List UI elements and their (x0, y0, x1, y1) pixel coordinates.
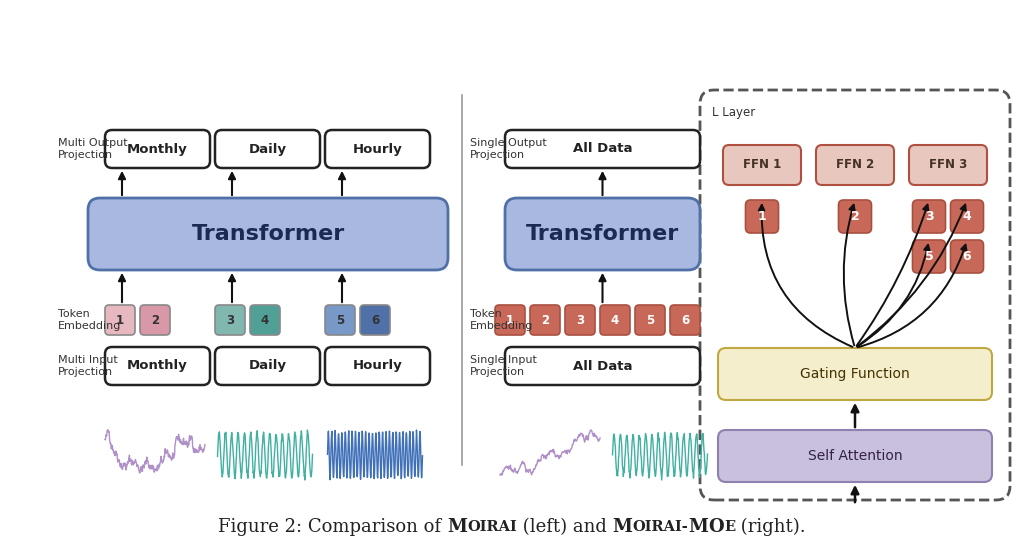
Text: 5: 5 (336, 314, 344, 326)
Text: Transformer: Transformer (191, 224, 345, 244)
FancyBboxPatch shape (718, 348, 992, 400)
Text: FFN 1: FFN 1 (742, 159, 781, 171)
Text: 5: 5 (925, 250, 933, 263)
Text: FFN 3: FFN 3 (929, 159, 967, 171)
Text: Single Output
Projection: Single Output Projection (470, 138, 547, 160)
Text: Daily: Daily (249, 143, 287, 155)
FancyBboxPatch shape (723, 145, 801, 185)
FancyBboxPatch shape (505, 347, 700, 385)
Text: Multi Input
Projection: Multi Input Projection (58, 355, 118, 377)
FancyBboxPatch shape (718, 430, 992, 482)
FancyBboxPatch shape (912, 200, 945, 233)
FancyBboxPatch shape (105, 347, 210, 385)
Text: E: E (724, 520, 735, 534)
Text: (left) and: (left) and (517, 518, 612, 536)
FancyBboxPatch shape (600, 305, 630, 335)
FancyBboxPatch shape (215, 347, 319, 385)
FancyBboxPatch shape (909, 145, 987, 185)
FancyBboxPatch shape (215, 130, 319, 168)
Text: OIRAI: OIRAI (467, 520, 517, 534)
FancyBboxPatch shape (950, 200, 983, 233)
Text: M: M (688, 518, 709, 536)
Text: 3: 3 (575, 314, 584, 326)
FancyBboxPatch shape (495, 305, 525, 335)
FancyBboxPatch shape (105, 130, 210, 168)
FancyBboxPatch shape (505, 198, 700, 270)
Text: 4: 4 (963, 210, 972, 223)
Text: 4: 4 (261, 314, 269, 326)
FancyBboxPatch shape (839, 200, 871, 233)
FancyBboxPatch shape (670, 305, 700, 335)
FancyBboxPatch shape (745, 200, 778, 233)
FancyBboxPatch shape (250, 305, 280, 335)
Text: All Data: All Data (572, 143, 632, 155)
Text: Self Attention: Self Attention (808, 449, 902, 463)
FancyBboxPatch shape (360, 305, 390, 335)
Text: 1: 1 (506, 314, 514, 326)
Text: All Data: All Data (572, 360, 632, 372)
FancyBboxPatch shape (325, 347, 430, 385)
Text: Hourly: Hourly (352, 143, 402, 155)
Text: 1: 1 (758, 210, 766, 223)
Text: 6: 6 (681, 314, 689, 326)
Text: M: M (447, 518, 467, 536)
Text: (right).: (right). (735, 518, 806, 536)
Text: 2: 2 (851, 210, 859, 223)
FancyBboxPatch shape (105, 305, 135, 335)
Text: 6: 6 (371, 314, 379, 326)
FancyBboxPatch shape (565, 305, 595, 335)
Text: 5: 5 (646, 314, 654, 326)
Text: O: O (709, 518, 724, 536)
Text: Figure 2: Comparison of: Figure 2: Comparison of (218, 518, 447, 536)
FancyBboxPatch shape (950, 240, 983, 273)
Text: FFN 2: FFN 2 (836, 159, 874, 171)
Text: 4: 4 (611, 314, 620, 326)
Text: 6: 6 (963, 250, 972, 263)
Text: Token
Embedding: Token Embedding (58, 309, 122, 331)
Text: OIRAI-: OIRAI- (633, 520, 688, 534)
Text: 2: 2 (151, 314, 159, 326)
Text: M: M (612, 518, 633, 536)
FancyBboxPatch shape (912, 240, 945, 273)
Text: 3: 3 (925, 210, 933, 223)
Text: Hourly: Hourly (352, 360, 402, 372)
FancyBboxPatch shape (816, 145, 894, 185)
FancyBboxPatch shape (325, 130, 430, 168)
Text: Gating Function: Gating Function (800, 367, 910, 381)
FancyBboxPatch shape (505, 130, 700, 168)
FancyBboxPatch shape (530, 305, 560, 335)
FancyBboxPatch shape (140, 305, 170, 335)
Text: 1: 1 (116, 314, 124, 326)
Text: Multi Output
Projection: Multi Output Projection (58, 138, 128, 160)
Text: Monthly: Monthly (127, 143, 187, 155)
FancyBboxPatch shape (325, 305, 355, 335)
Text: Monthly: Monthly (127, 360, 187, 372)
Text: L Layer: L Layer (712, 106, 756, 119)
FancyBboxPatch shape (88, 198, 449, 270)
FancyBboxPatch shape (215, 305, 245, 335)
Text: Transformer: Transformer (526, 224, 679, 244)
Text: Daily: Daily (249, 360, 287, 372)
FancyBboxPatch shape (635, 305, 665, 335)
Text: Token
Embedding: Token Embedding (470, 309, 534, 331)
Text: 3: 3 (226, 314, 234, 326)
Text: Single Input
Projection: Single Input Projection (470, 355, 537, 377)
Text: 2: 2 (541, 314, 549, 326)
FancyBboxPatch shape (700, 90, 1010, 500)
